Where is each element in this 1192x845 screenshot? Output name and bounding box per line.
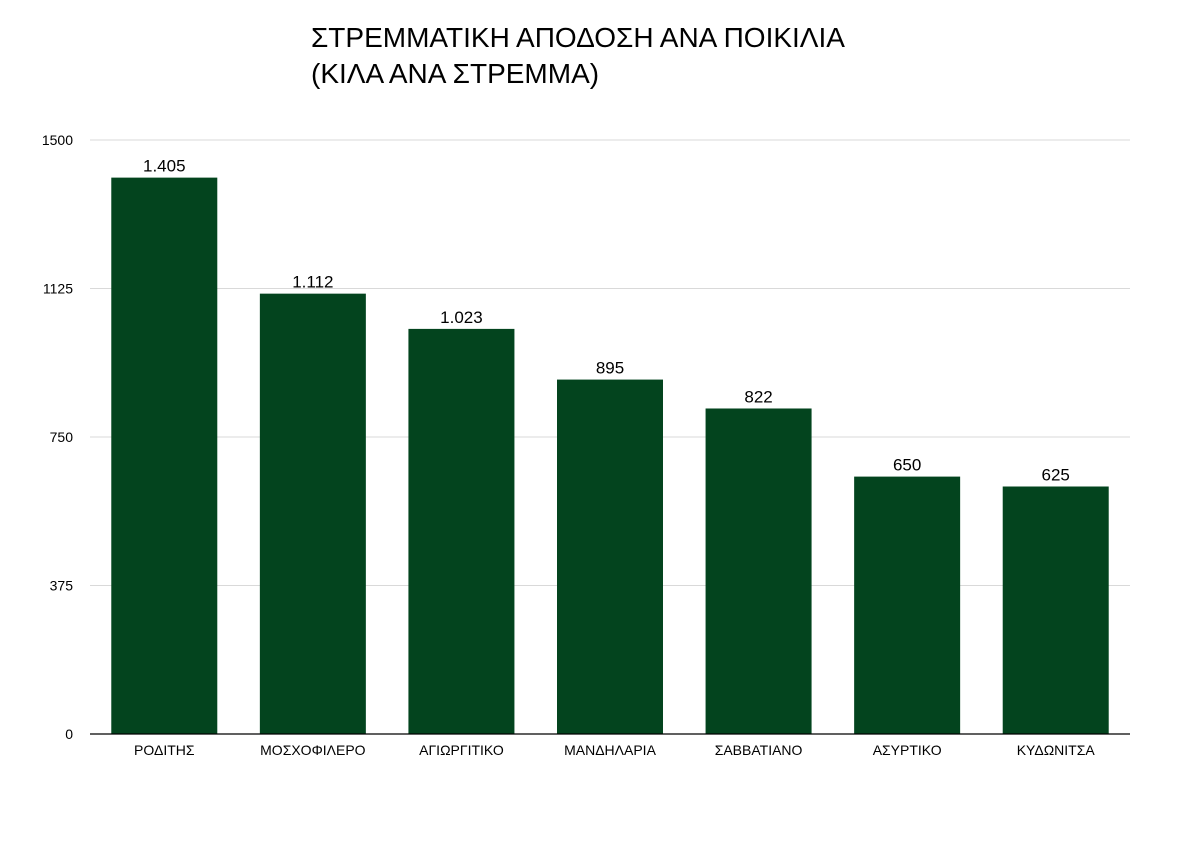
x-tick-label: ΡΟΔΙΤΗΣ: [134, 742, 195, 758]
data-label: 625: [1042, 466, 1070, 485]
x-tick-label: ΜΑΝΔΗΛΑΡΙΑ: [564, 742, 656, 758]
x-tick-label: ΜΟΣΧΟΦΙΛΕΡΟ: [260, 742, 366, 758]
bars: [111, 177, 1109, 734]
x-tick-label: ΑΣΥΡΤΙΚΟ: [873, 742, 942, 758]
y-tick-label: 1500: [42, 132, 73, 148]
bar: [705, 408, 812, 734]
bar: [557, 379, 663, 734]
data-label: 1.405: [143, 157, 186, 176]
y-tick-label: 375: [50, 578, 74, 594]
data-labels: 1.405 1.112 1.023 895 822 650 625: [143, 157, 1070, 485]
x-tick-label: ΚΥΔΩΝΙΤΣΑ: [1017, 742, 1096, 758]
y-tick-label: 750: [50, 429, 74, 445]
data-label: 1.023: [440, 308, 483, 327]
chart-title-line-2: (ΚΙΛΑ ΑΝΑ ΣΤΡΕΜΜΑ): [311, 58, 600, 89]
data-label: 822: [744, 387, 772, 406]
bar: [1002, 486, 1109, 734]
data-label: 895: [596, 359, 624, 378]
chart-title-line-1: ΣΤΡΕΜΜΑΤΙΚΗ ΑΠΟΔΟΣΗ ΑΝΑ ΠΟΙΚΙΛΙΑ: [311, 22, 845, 53]
y-axis: 0 375 750 1125 1500: [42, 132, 73, 742]
bar: [259, 293, 366, 734]
data-label: 1.112: [292, 273, 333, 292]
y-tick-label: 0: [65, 726, 73, 742]
data-label: 650: [893, 456, 921, 475]
bar: [408, 328, 515, 734]
x-tick-label: ΑΓΙΩΡΓΙΤΙΚΟ: [419, 742, 504, 758]
y-tick-label: 1125: [43, 281, 73, 297]
bar: [111, 177, 218, 734]
bar: [854, 476, 961, 734]
x-axis: ΡΟΔΙΤΗΣ ΜΟΣΧΟΦΙΛΕΡΟ ΑΓΙΩΡΓΙΤΙΚΟ ΜΑΝΔΗΛΑΡΙΑ Σ…: [90, 733, 1130, 758]
x-tick-label: ΣΑΒΒΑΤΙΑΝΟ: [715, 742, 803, 758]
chart-title: ΣΤΡΕΜΜΑΤΙΚΗ ΑΠΟΔΟΣΗ ΑΝΑ ΠΟΙΚΙΛΙΑ (ΚΙΛΑ Α…: [311, 20, 845, 92]
